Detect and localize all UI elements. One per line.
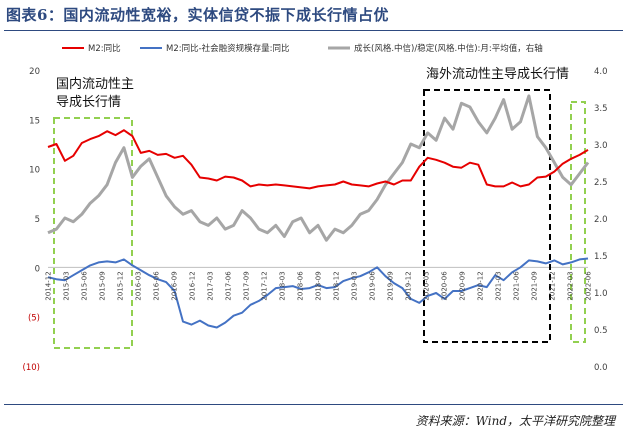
left-tick-label: 20	[29, 67, 40, 77]
legend-label: 成长(风格.中信)/稳定(风格.中信):月:平均值，右轴	[354, 43, 543, 54]
x-tick-label: 2020-12	[477, 271, 485, 300]
x-tick-label: 2016-06	[153, 271, 161, 301]
series-line-3	[47, 94, 590, 242]
x-tick-label: 2018-06	[297, 271, 305, 301]
left-tick-label: 5	[35, 215, 40, 225]
x-tick-label: 2017-09	[243, 271, 251, 300]
left-tick-label: 15	[29, 116, 40, 126]
left-tick-label: 0	[35, 264, 40, 274]
left-axis: 20 15 10 5 0 (5) (10)	[23, 67, 40, 373]
legend: M2:同比 M2:同比-社会融资规模存量:同比 成长(风格.中信)/稳定(风格.中信…	[62, 43, 543, 54]
x-tick-label: 2015-12	[117, 271, 125, 300]
x-tick-label: 2020-06	[441, 271, 449, 301]
annotation-box-3	[570, 101, 586, 343]
x-tick-label: 2022-03	[567, 271, 575, 300]
right-tick-label: 2.5	[594, 178, 608, 188]
x-tick-label: 2015-09	[99, 271, 107, 300]
x-tick-label: 2017-06	[225, 271, 233, 301]
right-axis: 4.0 3.5 3.0 2.5 2.0 1.5 1.0 0.5 0.0	[594, 67, 608, 373]
x-tick-label: 2016-03	[135, 271, 143, 300]
x-tick-label: 2021-12	[549, 271, 557, 300]
x-tick-label: 2018-12	[333, 271, 341, 300]
x-tick-label: 2017-03	[207, 271, 215, 300]
x-tick-label: 2021-06	[513, 271, 521, 301]
x-tick-label: 2019-12	[405, 271, 413, 300]
x-tick-label: 2016-09	[171, 271, 179, 300]
legend-label: M2:同比	[88, 43, 121, 54]
annotation-boxes	[53, 89, 586, 349]
title-divider	[4, 30, 623, 31]
annotation-box-2	[423, 89, 551, 343]
right-tick-label: 4.0	[594, 67, 608, 77]
x-tick-label: 2016-12	[189, 271, 197, 300]
x-tick-label: 2020-09	[459, 271, 467, 300]
series-line-1	[47, 129, 589, 190]
footer-divider	[4, 404, 623, 405]
right-tick-label: 3.0	[594, 141, 608, 151]
x-tick-label: 2020-03	[423, 271, 431, 300]
annotation-label-domestic-line2: 导成长行情	[56, 95, 121, 110]
left-tick-label: 10	[29, 166, 40, 176]
x-tick-label: 2021-03	[495, 271, 503, 300]
right-tick-label: 0.0	[594, 363, 608, 373]
figure-title: 图表6：国内流动性宽裕，实体信贷不振下成长行情占优	[6, 6, 389, 24]
x-axis: 2014-12 2015-03 2015-06 2015-09 2015-12 2016-…	[45, 271, 593, 301]
x-tick-label: 2022-06	[585, 271, 593, 301]
right-tick-label: 0.5	[594, 326, 608, 336]
annotation-box-1	[53, 117, 133, 349]
x-tick-label: 2018-03	[279, 271, 287, 300]
x-tick-label: 2017-12	[261, 271, 269, 300]
x-tick-label: 2015-06	[81, 271, 89, 301]
x-tick-label: 2018-09	[315, 271, 323, 300]
left-tick-label: (10)	[23, 363, 40, 373]
x-tick-label: 2015-03	[63, 271, 71, 300]
x-tick-label: 2021-09	[531, 271, 539, 300]
x-tick-label: 2019-03	[351, 271, 359, 300]
legend-label: M2:同比-社会融资规模存量:同比	[166, 43, 290, 54]
right-tick-label: 1.5	[594, 252, 608, 262]
right-tick-label: 1.0	[594, 289, 608, 299]
left-tick-label: (5)	[28, 314, 40, 324]
x-tick-label: 2014-12	[45, 271, 53, 300]
x-tick-label: 2019-06	[369, 271, 377, 301]
right-tick-label: 3.5	[594, 104, 608, 114]
annotation-label-domestic: 国内流动性主	[56, 76, 134, 92]
series-line-2	[47, 257, 589, 329]
source-note: 资料来源：Wind，太平洋研究院整理	[415, 414, 615, 428]
x-tick-label: 2019-09	[387, 271, 395, 300]
series-lines	[47, 94, 590, 329]
right-tick-label: 2.0	[594, 215, 608, 225]
annotation-label-overseas: 海外流动性主导成长行情	[426, 67, 569, 82]
